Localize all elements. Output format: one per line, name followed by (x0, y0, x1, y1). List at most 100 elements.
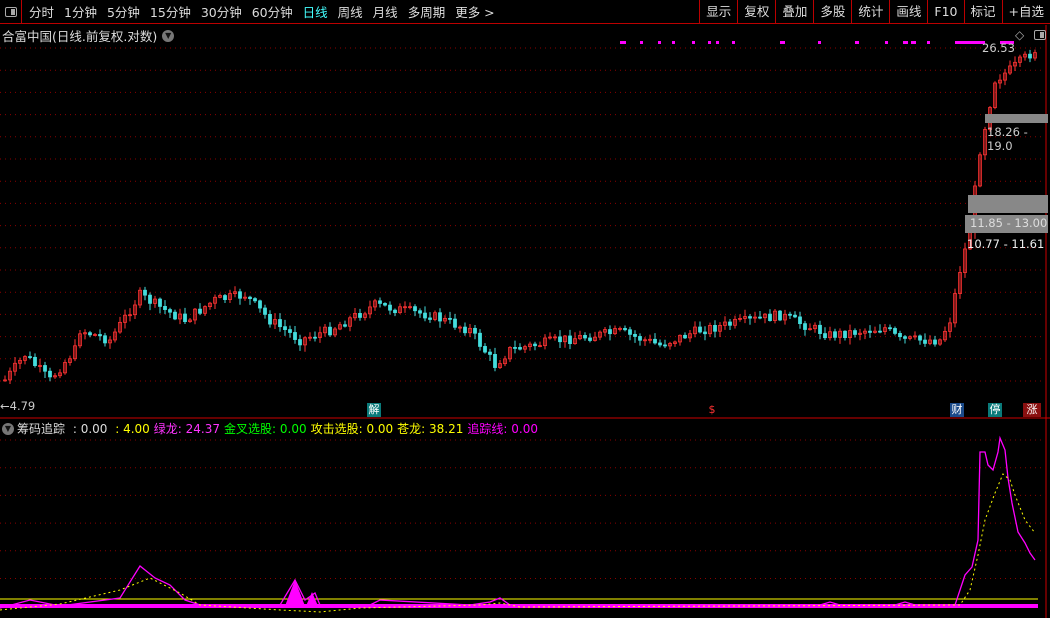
candle-body (998, 79, 1002, 84)
candle-body (753, 316, 757, 319)
candle-body (248, 296, 252, 299)
candle-body (423, 312, 427, 319)
candle-body (743, 316, 747, 319)
candle-body (718, 324, 722, 332)
candle-body (623, 328, 627, 331)
panel-icon (4, 6, 17, 17)
candle-body (708, 325, 712, 335)
period-tab[interactable]: 月线 (372, 5, 398, 20)
candle-body (888, 327, 892, 330)
chevron-down-icon[interactable]: ▼ (2, 422, 14, 435)
candle-body (203, 306, 207, 314)
candle-body (488, 351, 492, 355)
chevron-down-icon[interactable]: ▼ (162, 29, 175, 42)
candle-body (58, 372, 62, 377)
signal-dot (911, 41, 916, 44)
range-bar (968, 195, 1048, 213)
toolbar-button[interactable]: 叠加 (775, 0, 813, 24)
toolbar-button[interactable]: F10 (927, 0, 963, 24)
candle-body (828, 331, 832, 339)
candle-body (963, 248, 967, 273)
marker-cai[interactable]: 财 (950, 403, 964, 417)
toolbar-button[interactable]: 显示 (699, 0, 737, 24)
candle-body (373, 300, 377, 308)
candle-body (443, 317, 447, 322)
candle-body (863, 330, 867, 334)
candle-body (283, 326, 287, 330)
period-tab[interactable]: 分时 (29, 5, 55, 20)
chart-title: 合富中国(日线.前复权.对数) ▼ (2, 26, 175, 45)
candle-body (778, 310, 782, 321)
diamond-icon[interactable]: ◇ (1015, 28, 1025, 42)
indicator-value: 金叉选股: 0.00 (224, 422, 307, 436)
cang-dragon-line (0, 473, 1036, 613)
toolbar-button[interactable]: 统计 (851, 0, 889, 24)
candle-body (218, 295, 222, 298)
candle-body (493, 354, 497, 368)
panel-toggle-button[interactable] (0, 0, 22, 24)
marker-jie[interactable]: 解 (367, 403, 381, 417)
candle-body (913, 335, 917, 338)
candle-body (398, 306, 402, 314)
indicator-value: : 4.00 (111, 421, 150, 436)
candle-body (918, 335, 922, 341)
toolbar-button[interactable]: 多股 (813, 0, 851, 24)
candle-body (198, 308, 202, 314)
candle-body (463, 326, 467, 334)
candle-body (128, 314, 132, 317)
candle-body (243, 296, 247, 299)
toolbar-button[interactable]: 标记 (963, 0, 1002, 24)
candle-body (993, 82, 997, 108)
period-tab[interactable]: 60分钟 (251, 5, 293, 20)
period-tab[interactable]: 周线 (337, 5, 363, 20)
candle-body (578, 335, 582, 340)
range-bar (985, 114, 1048, 123)
candle-body (28, 356, 32, 358)
period-tab[interactable]: 15分钟 (149, 5, 191, 20)
indicator-name[interactable]: 筹码追踪 (17, 422, 66, 436)
period-tab[interactable]: 5分钟 (106, 5, 140, 20)
candle-body (8, 370, 12, 381)
candle-body (838, 330, 842, 338)
candle-body (458, 326, 462, 329)
candle-body (338, 324, 342, 330)
toolbar-button[interactable]: +自选 (1001, 0, 1050, 24)
candle-body (13, 362, 17, 372)
candle-body (253, 298, 257, 302)
candle-body (728, 321, 732, 326)
candle-body (783, 313, 787, 321)
toolbar-button[interactable]: 画线 (889, 0, 927, 24)
marker-dollar[interactable]: $ (708, 403, 716, 416)
window-icon[interactable] (1034, 30, 1046, 40)
candle-body (68, 358, 72, 363)
range-label-1: 18.26 - 19.0 (987, 125, 1028, 153)
toolbar-button[interactable]: 复权 (737, 0, 775, 24)
candle-body (733, 318, 737, 326)
indicator-value: 绿龙: 24.37 (153, 422, 221, 436)
signal-dot (716, 41, 719, 44)
candle-body (263, 307, 267, 315)
marker-zhang[interactable]: 涨 (1023, 403, 1041, 417)
candle-body (848, 330, 852, 338)
candle-body (523, 346, 527, 350)
period-tab[interactable]: 更多 > (455, 5, 495, 20)
candle-body (873, 330, 877, 333)
candle-body (273, 319, 277, 325)
candle-body (53, 375, 57, 378)
candle-body (958, 272, 962, 294)
candle-body (18, 359, 22, 364)
period-tab[interactable]: 多周期 (407, 5, 446, 20)
marker-ting[interactable]: 停 (988, 403, 1002, 417)
candle-body (318, 332, 322, 338)
candle-body (208, 302, 212, 308)
period-tab[interactable]: 日线 (302, 5, 328, 20)
candle-body (768, 313, 772, 321)
candle-body (48, 370, 52, 378)
candle-body (383, 303, 387, 306)
period-tab[interactable]: 1分钟 (64, 5, 97, 20)
period-tab[interactable]: 30分钟 (200, 5, 242, 20)
candle-body (428, 317, 432, 320)
candle-body (648, 338, 652, 341)
candle-body (93, 334, 97, 336)
candle-body (933, 339, 937, 345)
